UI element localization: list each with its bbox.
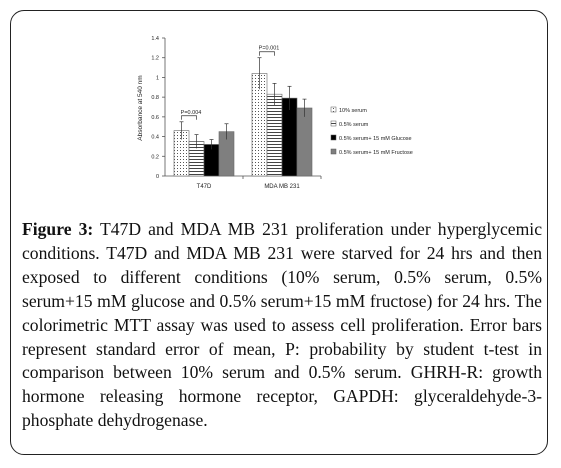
bar	[266, 93, 283, 177]
legend-entry: 0.5% serum+ 15 mM Fructose	[339, 150, 413, 156]
legend-swatch	[330, 134, 337, 141]
significance-bracket	[181, 115, 197, 120]
legend-entry: 0.5% serum	[339, 122, 369, 128]
legend-swatch	[330, 120, 337, 127]
figure-label: Figure 3:	[22, 219, 94, 239]
y-tick-label: 1	[156, 75, 159, 81]
legend-swatch	[330, 148, 337, 155]
y-tick-label: 0.6	[151, 115, 159, 121]
figure-caption: Figure 3: T47D and MDA MB 231 proliferat…	[22, 218, 542, 433]
y-axis-label: Absorbance at 540 nm	[137, 75, 144, 140]
legend-entry: 0.5% serum+ 15 mM Glucose	[339, 136, 412, 142]
y-tick-label: 1.2	[151, 56, 159, 62]
x-tick-label: MDA MB 231	[264, 184, 300, 190]
legend: 10% serum 0.5% serum 0.5% serum+ 15 mM Glu…	[330, 106, 413, 156]
significance-bracket	[259, 51, 275, 56]
y-tick-label: 0	[156, 174, 159, 180]
p-value-label: P=0.004	[181, 110, 202, 116]
bar	[296, 107, 313, 177]
legend-entry: 10% serum	[339, 108, 367, 114]
y-tick-label: 1.4	[151, 36, 159, 42]
marks-layer: P=0.004 P=0.001	[173, 46, 313, 177]
figure-frame	[10, 10, 548, 455]
x-tick-label: T47D	[197, 184, 212, 190]
caption-text: T47D and MDA MB 231 proliferation under …	[22, 219, 542, 431]
y-tick-label: 0.8	[151, 95, 159, 101]
p-value-label: P=0.001	[259, 46, 280, 52]
y-tick-label: 0.4	[151, 135, 159, 141]
bar-chart: Absorbance at 540 nm 0 0.2 0.4 0.6 0.8 1 1.2 1.…	[137, 36, 413, 190]
legend-swatch	[330, 106, 337, 113]
y-tick-label: 0.2	[151, 154, 159, 160]
